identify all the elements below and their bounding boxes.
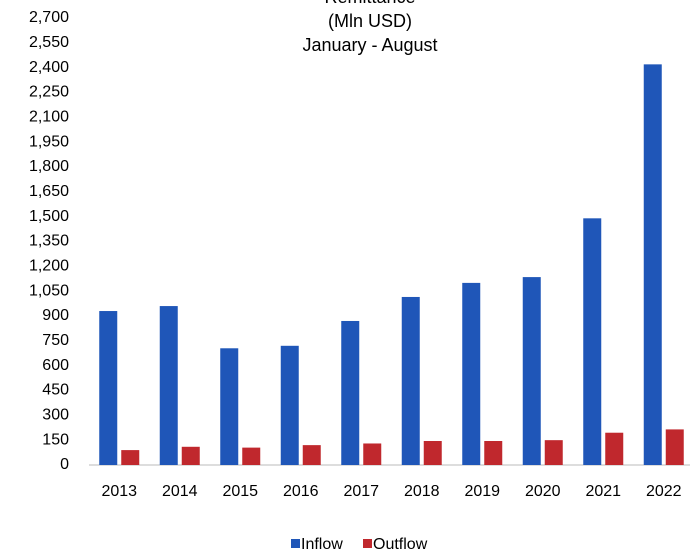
- bar: [220, 348, 239, 465]
- y-tick-label: 1,500: [29, 208, 69, 225]
- y-tick-label: 150: [42, 431, 69, 448]
- bar: [181, 446, 200, 465]
- y-tick-label: 300: [42, 407, 69, 424]
- bar: [583, 218, 602, 465]
- legend-label: Inflow: [301, 536, 343, 553]
- y-tick-label: 2,400: [29, 59, 69, 76]
- y-tick-label: 1,350: [29, 233, 69, 250]
- y-tick-label: 2,100: [29, 109, 69, 126]
- legend-label: Outflow: [373, 536, 428, 553]
- chart-title: January - August: [302, 35, 437, 55]
- y-tick-label: 1,800: [29, 158, 69, 175]
- x-tick-label: 2014: [162, 483, 198, 500]
- bar: [341, 320, 360, 465]
- bar: [605, 432, 624, 465]
- x-tick-label: 2015: [222, 483, 258, 500]
- y-tick-label: 1,050: [29, 282, 69, 299]
- x-tick-label: 2021: [585, 483, 621, 500]
- bar: [462, 282, 481, 465]
- y-tick-label: 1,650: [29, 183, 69, 200]
- bar: [522, 277, 541, 465]
- x-tick-label: 2013: [101, 483, 137, 500]
- bar: [544, 440, 563, 465]
- y-tick-label: 2,700: [29, 9, 69, 26]
- bar: [363, 443, 382, 465]
- y-tick-label: 600: [42, 357, 69, 374]
- bar: [242, 447, 261, 465]
- bar: [121, 450, 140, 465]
- legend-swatch: [291, 539, 300, 548]
- y-tick-label: 450: [42, 382, 69, 399]
- bar: [280, 345, 299, 465]
- y-tick-label: 1,200: [29, 258, 69, 275]
- x-tick-label: 2019: [464, 483, 500, 500]
- bar: [665, 429, 684, 465]
- y-tick-label: 2,550: [29, 34, 69, 51]
- y-tick-label: 750: [42, 332, 69, 349]
- x-tick-label: 2017: [343, 483, 379, 500]
- y-tick-label: 0: [60, 456, 69, 473]
- bar: [484, 440, 503, 465]
- y-tick-label: 2,250: [29, 84, 69, 101]
- y-tick-label: 1,950: [29, 133, 69, 150]
- bar: [99, 311, 118, 465]
- bar: [302, 445, 321, 465]
- chart-title: Remittance: [324, 0, 415, 7]
- x-tick-label: 2022: [646, 483, 682, 500]
- bar: [423, 440, 442, 465]
- y-tick-label: 900: [42, 307, 69, 324]
- bar: [159, 306, 178, 465]
- bar: [643, 64, 662, 465]
- legend-swatch: [363, 539, 372, 548]
- x-tick-label: 2018: [404, 483, 440, 500]
- x-tick-label: 2020: [525, 483, 561, 500]
- chart-title: (Mln USD): [328, 11, 412, 31]
- bar: [401, 296, 420, 465]
- x-tick-label: 2016: [283, 483, 319, 500]
